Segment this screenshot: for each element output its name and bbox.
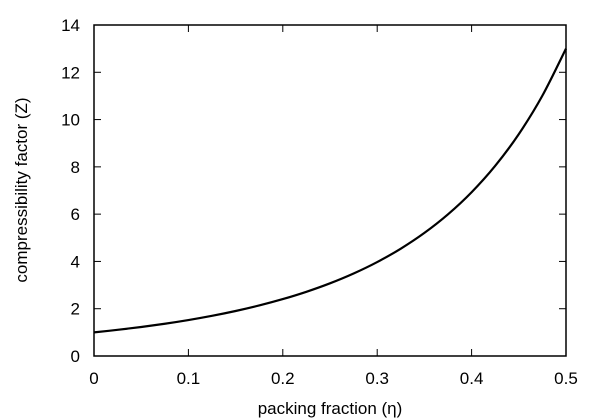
plot-frame xyxy=(93,24,567,357)
y-tick-label: 2 xyxy=(71,300,80,319)
series-line xyxy=(93,48,567,334)
y-tick-label: 10 xyxy=(61,111,80,130)
x-tick-label: 0.1 xyxy=(177,369,201,388)
x-tick-label: 0.5 xyxy=(554,369,578,388)
x-tick-label: 0 xyxy=(89,369,98,388)
y-tick-label: 0 xyxy=(71,347,80,366)
y-tick-label: 14 xyxy=(61,16,80,35)
x-tick-label: 0.4 xyxy=(460,369,484,388)
y-axis-label: compressibility factor (Z) xyxy=(12,97,31,282)
x-tick-label: 0.2 xyxy=(271,369,295,388)
x-tick-label: 0.3 xyxy=(365,369,389,388)
x-axis-label: packing fraction (η) xyxy=(258,399,403,418)
y-tick-label: 4 xyxy=(71,252,80,271)
y-tick-label: 8 xyxy=(71,158,80,177)
y-tick-label: 6 xyxy=(71,205,80,224)
y-tick-label: 12 xyxy=(61,63,80,82)
